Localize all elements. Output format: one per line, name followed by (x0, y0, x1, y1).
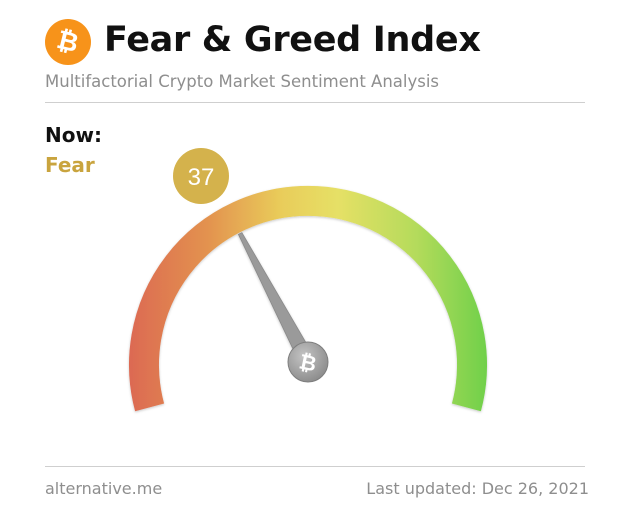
gauge-hub-icon: ₿ (287, 341, 329, 383)
page-subtitle: Multifactorial Crypto Market Sentiment A… (45, 72, 440, 91)
source-link[interactable]: alternative.me (45, 479, 163, 498)
page-title: Fear & Greed Index (104, 20, 481, 60)
sentiment-classification: Fear (45, 153, 95, 177)
last-updated: Last updated: Dec 26, 2021 (366, 479, 589, 498)
bitcoin-logo-icon: ₿ (45, 19, 91, 65)
gauge-hub-glyph: ₿ (297, 349, 319, 376)
gauge-arc (129, 185, 487, 412)
index-value-badge: 37 (173, 148, 229, 204)
footer-divider (45, 466, 585, 467)
index-value: 37 (188, 164, 215, 191)
header-divider (45, 102, 585, 103)
now-label: Now: (45, 123, 102, 147)
